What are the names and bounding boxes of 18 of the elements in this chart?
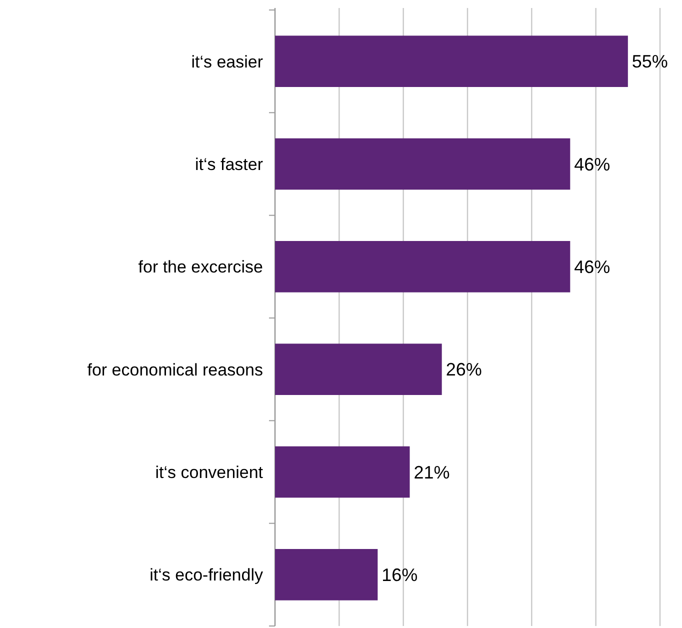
bar xyxy=(275,241,570,292)
bar xyxy=(275,549,378,600)
y-tick-label: it‘s faster xyxy=(194,154,264,174)
data-label: 21% xyxy=(414,462,450,482)
data-label: 55% xyxy=(632,52,668,72)
data-label: 16% xyxy=(382,564,418,585)
y-tick-label: it‘s eco-friendly xyxy=(150,566,264,585)
y-tick-label: for economical reasons xyxy=(87,360,263,380)
data-label: 26% xyxy=(446,360,482,380)
y-tick-label: for the excercise xyxy=(138,258,263,277)
bar xyxy=(275,446,410,498)
y-tick-label: it‘s convenient xyxy=(155,462,264,482)
bar xyxy=(275,344,442,395)
data-label: 46% xyxy=(574,154,610,174)
data-label: 46% xyxy=(574,256,610,277)
y-tick-label: it‘s easier xyxy=(191,52,264,72)
bar xyxy=(275,138,570,190)
bar xyxy=(275,36,628,87)
